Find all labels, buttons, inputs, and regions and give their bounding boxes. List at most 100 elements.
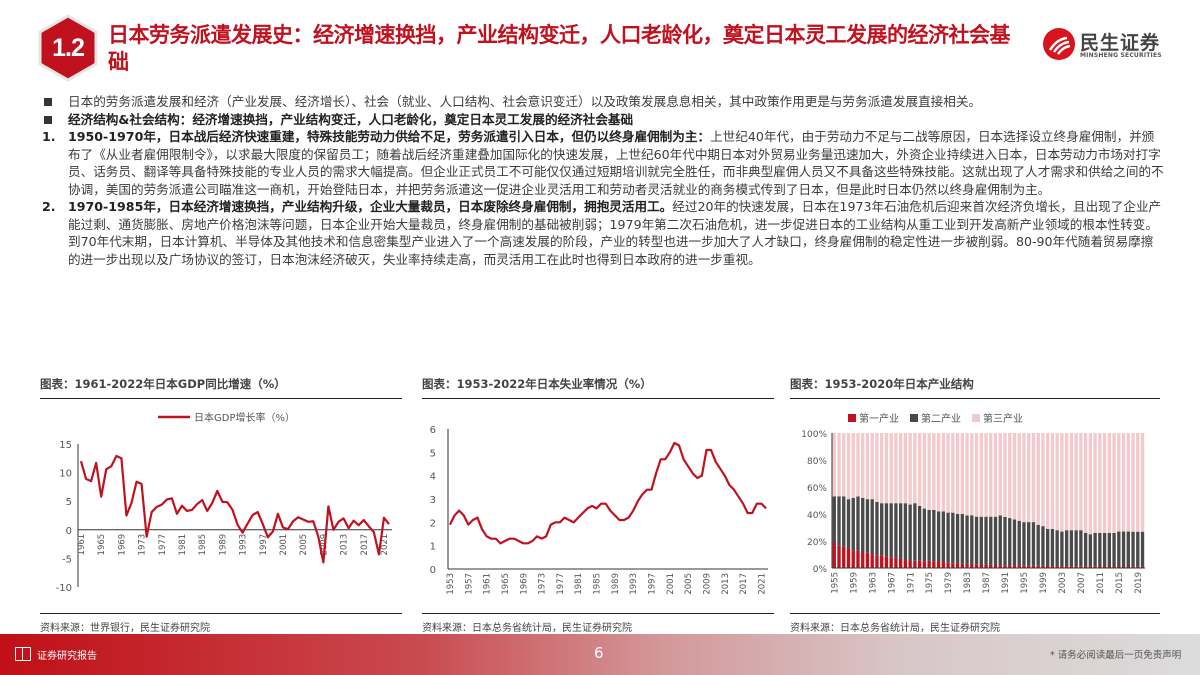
svg-text:0: 0 <box>66 526 72 537</box>
disclaimer-text: * 请务必阅读最后一页免责声明 <box>1050 650 1182 661</box>
svg-text:2: 2 <box>430 518 436 529</box>
hexagon-icon <box>38 14 98 82</box>
svg-text:1989: 1989 <box>611 573 621 595</box>
svg-text:0%: 0% <box>813 565 828 575</box>
svg-text:1969: 1969 <box>519 573 529 595</box>
svg-text:1975: 1975 <box>925 572 935 594</box>
svg-text:2017: 2017 <box>360 534 370 556</box>
svg-text:1967: 1967 <box>887 572 897 594</box>
svg-text:1955: 1955 <box>830 572 840 594</box>
svg-text:1997: 1997 <box>648 573 658 595</box>
company-logo: 民生证券 MINSHENG SECURITIES <box>1043 26 1168 66</box>
svg-text:1985: 1985 <box>198 534 208 556</box>
svg-text:1965: 1965 <box>501 573 511 595</box>
section-number: 1.2 <box>52 34 85 62</box>
svg-text:2021: 2021 <box>757 573 767 595</box>
square-bullet-icon <box>44 98 52 106</box>
item-heading: 1950-1970年，日本战后经济快速重建，特殊技能劳动力供给不足，劳务派遣引入… <box>68 129 711 144</box>
svg-text:日本GDP增长率（%）: 日本GDP增长率（%） <box>194 411 295 424</box>
svg-text:2005: 2005 <box>299 534 309 556</box>
chart-title: 图表：1953-2020年日本产业结构 <box>790 376 1160 399</box>
svg-text:-10: -10 <box>56 583 72 594</box>
svg-text:1989: 1989 <box>218 534 228 556</box>
svg-text:第三产业: 第三产业 <box>983 412 1023 425</box>
svg-text:-5: -5 <box>62 554 72 565</box>
industry-stacked-bar-plot: 第一产业 第二产业 第三产业 0% 20% 40% 60% 80% 100% 1955 1959 19… <box>801 412 1145 594</box>
svg-text:1957: 1957 <box>464 573 474 595</box>
svg-text:1987: 1987 <box>982 572 992 594</box>
svg-text:4: 4 <box>430 472 436 483</box>
square-bullet-icon <box>44 115 52 124</box>
chart-title: 图表：1953-2022年日本失业率情况（%） <box>422 376 774 399</box>
svg-text:2019: 2019 <box>1134 572 1144 594</box>
svg-text:1999: 1999 <box>1039 572 1049 594</box>
svg-text:1993: 1993 <box>629 573 639 595</box>
svg-text:1965: 1965 <box>97 534 107 556</box>
svg-text:1985: 1985 <box>593 573 603 595</box>
svg-text:1991: 1991 <box>1001 572 1011 594</box>
svg-text:1961: 1961 <box>77 534 87 556</box>
svg-text:5: 5 <box>66 497 72 508</box>
svg-text:0: 0 <box>430 565 436 576</box>
svg-text:1981: 1981 <box>574 573 584 595</box>
svg-text:2001: 2001 <box>666 573 676 595</box>
svg-text:15: 15 <box>59 440 72 451</box>
page-title: 日本劳务派遣发展史：经济增速换挡，产业结构变迁，人口老龄化，奠定日本灵工发展的经… <box>108 23 1011 74</box>
logo-text-en: MINSHENG SECURITIES <box>1080 52 1162 59</box>
svg-text:1959: 1959 <box>849 572 859 594</box>
chart-source: 资料来源：世界银行，民生证券研究院 <box>40 613 402 634</box>
svg-text:1953: 1953 <box>446 573 456 595</box>
footer-bar: 证券研究报告 6 * 请务必阅读最后一页免责声明 <box>0 634 1200 675</box>
svg-text:3: 3 <box>430 495 436 506</box>
page-number: 6 <box>594 644 604 662</box>
svg-text:1971: 1971 <box>906 572 916 594</box>
svg-text:1973: 1973 <box>538 573 548 595</box>
item-number: 2. <box>42 199 56 214</box>
svg-text:2001: 2001 <box>279 534 289 556</box>
item-text: 上世纪40年代，由于劳动力不足与二战等原因，日本选择设立终身雇佣制，并颁布了《从… <box>68 129 1164 197</box>
chart-source: 资料来源：日本总务省统计局，民生证券研究院 <box>790 613 1160 634</box>
industry-structure-chart: 图表：1953-2020年日本产业结构 第一产业 第二产业 第三产业 0% 20% 40%… <box>790 376 1160 634</box>
svg-text:2015: 2015 <box>1115 572 1125 594</box>
item-heading: 1970-1985年，日本经济增速换挡，产业结构升级，企业大量裁员，日本废除终身… <box>68 199 673 214</box>
chart-source: 资料来源：日本总务省统计局，民生证券研究院 <box>422 613 774 634</box>
svg-text:1969: 1969 <box>117 534 127 556</box>
item-number: 1. <box>42 129 56 144</box>
logo-text-cn: 民生证券 <box>1080 32 1161 54</box>
svg-text:2007: 2007 <box>1077 572 1087 594</box>
svg-text:20%: 20% <box>807 538 827 548</box>
body-text: 日本的劳务派遣发展和经济（产业发展、经济增长）、社会（就业、人口结构、社会意识变… <box>40 93 1165 268</box>
svg-text:2005: 2005 <box>684 573 694 595</box>
footer-label: 证券研究报告 <box>37 651 97 662</box>
svg-text:1981: 1981 <box>178 534 188 556</box>
svg-text:5: 5 <box>430 448 436 459</box>
svg-text:1977: 1977 <box>556 573 566 595</box>
svg-text:1995: 1995 <box>1020 572 1030 594</box>
svg-text:2017: 2017 <box>739 573 749 595</box>
book-icon <box>15 647 31 661</box>
bullet-paragraph-1: 日本的劳务派遣发展和经济（产业发展、经济增长）、社会（就业、人口结构、社会意识变… <box>40 93 1165 111</box>
svg-text:1973: 1973 <box>138 534 148 556</box>
svg-text:60%: 60% <box>807 484 827 494</box>
svg-text:1979: 1979 <box>944 572 954 594</box>
svg-text:2013: 2013 <box>340 534 350 556</box>
svg-text:80%: 80% <box>807 457 827 467</box>
svg-text:40%: 40% <box>807 511 827 521</box>
svg-text:100%: 100% <box>801 430 827 440</box>
svg-text:2013: 2013 <box>721 573 731 595</box>
svg-text:2011: 2011 <box>1096 572 1106 594</box>
gdp-line-plot: 日本GDP增长率（%） -10 -5 0 5 10 15 1961 1965 1969 1973 19… <box>56 411 392 594</box>
svg-text:1977: 1977 <box>158 534 168 556</box>
chart-title: 图表：1961-2022年日本GDP同比增速（%） <box>40 376 402 399</box>
svg-text:1963: 1963 <box>868 572 878 594</box>
unemployment-line-plot: 0 1 2 3 4 5 6 1953 1957 1961 1965 1969 1973 1977 1981 1… <box>430 425 768 595</box>
svg-text:2003: 2003 <box>1058 572 1068 594</box>
svg-text:1983: 1983 <box>963 572 973 594</box>
svg-text:第二产业: 第二产业 <box>921 412 961 425</box>
svg-text:2009: 2009 <box>702 573 712 595</box>
section-number-badge: 1.2 <box>36 14 100 82</box>
numbered-item-2: 2. 1970-1985年，日本经济增速换挡，产业结构升级，企业大量裁员，日本废… <box>40 198 1165 268</box>
item-text: 经过20年的快速发展，日本在1973年石油危机后迎来首次经济负增长，且出现了企业… <box>68 199 1162 267</box>
svg-text:1: 1 <box>430 542 436 553</box>
minsheng-logo-icon <box>1043 28 1075 60</box>
